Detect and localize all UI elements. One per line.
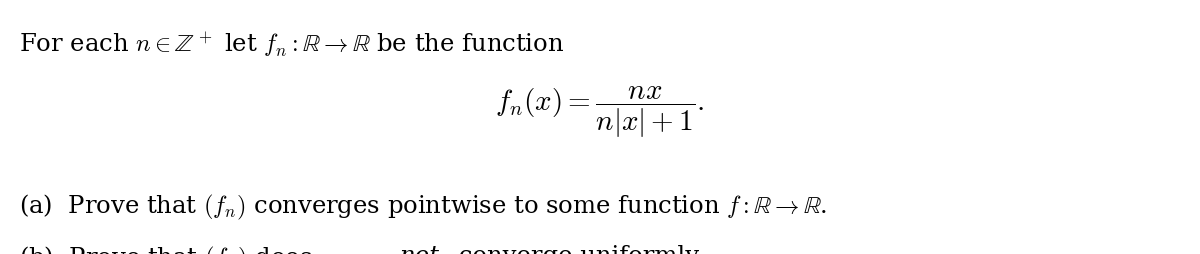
Text: (b)  Prove that $(f_n)$ does: (b) Prove that $(f_n)$ does	[19, 244, 313, 254]
Text: converge uniformly.: converge uniformly.	[451, 244, 703, 254]
Text: (a)  Prove that $(f_n)$ converges pointwise to some function $f : \mathbb{R} \ri: (a) Prove that $(f_n)$ converges pointwi…	[19, 192, 828, 221]
Text: $f_n(x) = \dfrac{nx}{n|x|+1}.$: $f_n(x) = \dfrac{nx}{n|x|+1}.$	[496, 84, 704, 139]
Text: not: not	[400, 244, 439, 254]
Text: For each $n \in \mathbb{Z}^+$ let $f_n : \mathbb{R} \rightarrow \mathbb{R}$ be t: For each $n \in \mathbb{Z}^+$ let $f_n :…	[19, 30, 564, 59]
